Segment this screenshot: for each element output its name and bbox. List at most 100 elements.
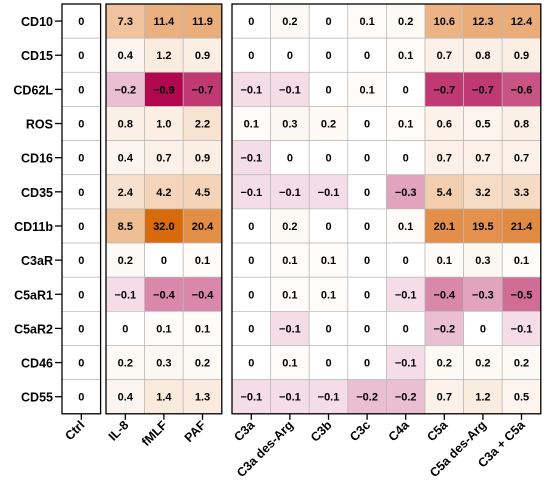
- cell-value-label: 0: [403, 153, 409, 165]
- row-label: CD16: [21, 152, 53, 166]
- cell-value-label: 0.7: [475, 153, 490, 165]
- cell-value-label: 0.3: [156, 358, 171, 370]
- cell-value-label: 0: [364, 221, 370, 233]
- cell-value-label: −0.1: [240, 84, 262, 96]
- cell-value-label: −0.3: [472, 289, 494, 301]
- cell-value-label: 4.2: [156, 187, 171, 199]
- cell-value-label: 0.1: [359, 16, 374, 28]
- row-label: CD62L: [13, 83, 53, 97]
- cell-value-label: 12.4: [511, 16, 533, 28]
- cell-value-label: 0: [480, 323, 486, 335]
- cell-value-label: −0.4: [153, 289, 176, 301]
- column-label: fMLF: [139, 418, 170, 449]
- row-label: CD35: [21, 186, 53, 200]
- cell-value-label: −0.6: [511, 84, 533, 96]
- column-label: C4a: [386, 417, 413, 444]
- cell-value-label: −0.1: [318, 187, 340, 199]
- cell-value-label: 0: [325, 16, 331, 28]
- column-label: IL-8: [106, 418, 132, 444]
- cell-value-label: 1.0: [156, 119, 171, 131]
- cell-value-label: 0.9: [514, 50, 529, 62]
- cell-value-label: 0.1: [437, 255, 452, 267]
- cell-value-label: −0.1: [114, 289, 136, 301]
- cell-value-label: 0: [78, 119, 84, 131]
- cell-value-label: 3.3: [514, 187, 529, 199]
- cell-value-label: 0: [248, 50, 254, 62]
- cell-value-label: −0.1: [318, 392, 340, 404]
- cell-value-label: 0: [325, 153, 331, 165]
- cell-value-label: 0: [248, 358, 254, 370]
- cell-value-label: 0: [325, 50, 331, 62]
- cell-value-label: 0: [403, 323, 409, 335]
- cell-value-label: 21.4: [511, 221, 533, 233]
- cell-value-label: 0.1: [398, 119, 413, 131]
- cell-value-label: 19.5: [472, 221, 493, 233]
- cell-value-label: 11.4: [153, 16, 175, 28]
- cell-value-label: 0: [78, 221, 84, 233]
- row-label: ROS: [26, 118, 53, 132]
- cell-value-label: 0: [78, 153, 84, 165]
- cell-value-label: 11.9: [192, 16, 213, 28]
- cell-value-label: 0.1: [321, 255, 336, 267]
- column-label: C3a: [231, 417, 258, 444]
- row-label: CD55: [21, 391, 53, 405]
- cell-value-label: 0.1: [398, 50, 413, 62]
- cell-value-label: 0: [248, 323, 254, 335]
- cell-value-label: 0.2: [118, 255, 133, 267]
- cell-value-label: 0.2: [398, 16, 413, 28]
- cell-value-label: 0.9: [195, 153, 210, 165]
- cell-value-label: −0.1: [279, 187, 301, 199]
- cell-value-label: 0: [364, 119, 370, 131]
- cell-value-label: 0.2: [282, 221, 297, 233]
- cell-value-label: 0: [364, 358, 370, 370]
- cell-value-label: 1.3: [195, 392, 210, 404]
- cell-value-label: 0.9: [195, 50, 210, 62]
- cell-value-label: 0: [403, 255, 409, 267]
- cell-value-label: 0: [248, 289, 254, 301]
- cell-value-label: 0: [325, 358, 331, 370]
- cell-value-label: 0.2: [282, 16, 297, 28]
- cell-value-label: 0: [364, 289, 370, 301]
- cell-value-label: −0.1: [240, 153, 262, 165]
- cell-value-label: 0.1: [514, 255, 529, 267]
- cell-value-label: 1.2: [156, 50, 171, 62]
- cell-value-label: 0: [78, 358, 84, 370]
- cell-value-label: −0.1: [279, 392, 301, 404]
- cell-value-label: 0.1: [321, 289, 336, 301]
- cell-value-label: −0.1: [279, 84, 301, 96]
- cell-value-label: 0.7: [437, 392, 452, 404]
- cell-value-label: 0.6: [437, 119, 452, 131]
- cell-value-label: 0.4: [118, 153, 134, 165]
- cell-value-label: 8.5: [118, 221, 133, 233]
- cell-value-label: −0.4: [433, 289, 456, 301]
- cell-value-label: −0.4: [192, 289, 215, 301]
- cell-value-label: 0: [122, 323, 128, 335]
- cell-value-label: 0: [325, 84, 331, 96]
- column-label: Ctrl: [62, 418, 87, 443]
- cell-value-label: 0.1: [195, 323, 210, 335]
- cell-value-label: 4.5: [195, 187, 210, 199]
- cell-value-label: −0.3: [395, 187, 417, 199]
- cell-value-label: 0.5: [514, 392, 529, 404]
- cell-value-label: 0: [248, 16, 254, 28]
- cell-value-label: 0.1: [359, 84, 374, 96]
- cell-value-label: 0: [78, 289, 84, 301]
- cell-value-label: 12.3: [472, 16, 493, 28]
- cell-value-label: 0.2: [321, 119, 336, 131]
- cell-value-label: 0: [287, 50, 293, 62]
- cell-value-label: 0: [78, 16, 84, 28]
- cell-value-label: 0: [403, 84, 409, 96]
- cell-value-label: 0.1: [282, 289, 297, 301]
- cell-value-label: 0: [78, 255, 84, 267]
- cell-value-label: 2.4: [118, 187, 134, 199]
- cell-value-label: 0.2: [118, 358, 133, 370]
- cell-value-label: −0.1: [395, 289, 417, 301]
- cell-value-label: 0.1: [156, 323, 171, 335]
- cell-value-label: 10.6: [434, 16, 455, 28]
- cell-value-label: 0: [78, 187, 84, 199]
- row-label: CD10: [21, 15, 53, 29]
- cell-value-label: 1.2: [475, 392, 490, 404]
- cell-value-label: 0.1: [282, 255, 297, 267]
- cell-value-label: 0.7: [437, 153, 452, 165]
